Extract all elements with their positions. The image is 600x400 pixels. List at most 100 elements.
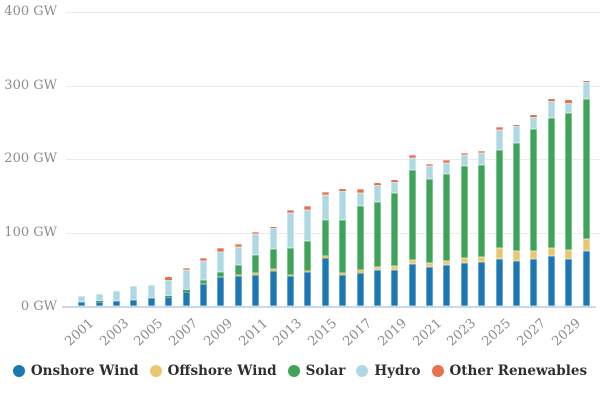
bar-segment-2017-hydro xyxy=(356,193,364,206)
bar-segment-2009-onshore-wind xyxy=(217,277,225,307)
bar-segment-2023-other-renewables xyxy=(460,152,468,156)
bar-segment-2015-other-renewables xyxy=(321,192,329,195)
bar-segment-2028-onshore-wind xyxy=(547,256,555,307)
y-axis-label-100: 100 GW xyxy=(4,224,57,240)
bar-segment-2005-solar xyxy=(147,297,155,299)
bar-2007 xyxy=(182,267,190,307)
bar-segment-2021-solar xyxy=(426,178,434,263)
bar-segment-2008-onshore-wind xyxy=(200,284,208,307)
bar-segment-2029-solar xyxy=(565,112,573,250)
bar-segment-2026-offshore-wind xyxy=(513,251,521,261)
bar-segment-2016-hydro xyxy=(339,191,347,220)
bar-segment-2026-other-renewables xyxy=(513,125,521,127)
bar-segment-2025-hydro xyxy=(495,129,503,151)
bar-segment-2022-onshore-wind xyxy=(443,264,451,307)
bar-segment-2015-offshore-wind xyxy=(321,255,329,258)
bar-segment-2027-onshore-wind xyxy=(530,258,538,307)
bar-segment-2011-other-renewables xyxy=(252,231,260,235)
bar-2016 xyxy=(339,189,347,307)
bar-2019 xyxy=(391,179,399,307)
bar-2024 xyxy=(478,150,486,307)
bar-segment-2013-hydro xyxy=(286,213,294,248)
bar-2026 xyxy=(513,125,521,307)
y-axis-label-0: 0 GW xyxy=(20,298,57,314)
bar-segment-2026-solar xyxy=(513,143,521,252)
bar-segment-2013-other-renewables xyxy=(286,210,294,214)
bar-2010 xyxy=(234,243,242,307)
bar-2003 xyxy=(113,291,121,307)
bar-segment-2027-solar xyxy=(530,129,538,251)
bar-2014 xyxy=(304,206,312,307)
bar-segment-2028-other-renewables xyxy=(547,99,555,102)
bar-segment-2023-hydro xyxy=(460,155,468,167)
bar-segment-2009-other-renewables xyxy=(217,248,225,252)
legend-label: Solar xyxy=(305,363,346,379)
bar-segment-2015-onshore-wind xyxy=(321,257,329,307)
bar-segment-2029-hydro xyxy=(565,102,573,113)
bar-segment-2004-hydro xyxy=(130,285,138,300)
bar-segment-2012-offshore-wind xyxy=(269,269,277,272)
bar-segment-2012-solar xyxy=(269,248,277,270)
bar-2009 xyxy=(217,248,225,307)
bar-segment-2029-other-renewables xyxy=(565,100,573,103)
bar-segment-2001-onshore-wind xyxy=(78,302,86,307)
bar-segment-2020-offshore-wind xyxy=(408,259,416,264)
bar-2006 xyxy=(165,277,173,307)
bar-segment-2009-offshore-wind xyxy=(217,276,225,278)
bar-2001 xyxy=(78,295,86,307)
bar-segment-2014-hydro xyxy=(304,209,312,241)
bar-2005 xyxy=(147,285,155,307)
bar-segment-2007-onshore-wind xyxy=(182,291,190,307)
bar-segment-2020-other-renewables xyxy=(408,154,416,158)
bar-segment-2007-hydro xyxy=(182,270,190,291)
bar-segment-2019-other-renewables xyxy=(391,179,399,182)
bar-segment-2029-offshore-wind xyxy=(565,249,573,259)
bar-segment-2029-onshore-wind xyxy=(565,258,573,307)
bar-segment-2022-solar xyxy=(443,173,451,261)
bar-2028 xyxy=(547,99,555,307)
bar-segment-2018-onshore-wind xyxy=(373,270,381,307)
bar-2030 xyxy=(582,80,590,307)
bar-segment-2014-onshore-wind xyxy=(304,271,312,307)
legend-label: Hydro xyxy=(374,363,421,379)
bar-segment-2007-other-renewables xyxy=(182,267,190,271)
y-axis-label-300: 300 GW xyxy=(4,77,57,93)
bar-segment-2024-offshore-wind xyxy=(478,257,486,263)
legend-item-offshore-wind: Offshore Wind xyxy=(149,363,277,379)
bar-segment-2024-onshore-wind xyxy=(478,262,486,307)
bar-segment-2026-onshore-wind xyxy=(513,260,521,307)
bar-segment-2006-onshore-wind xyxy=(165,296,173,307)
bar-2023 xyxy=(460,152,468,307)
bar-segment-2005-onshore-wind xyxy=(147,298,155,307)
bar-segment-2016-solar xyxy=(339,219,347,273)
bar-segment-2030-onshore-wind xyxy=(582,250,590,307)
bar-segment-2030-other-renewables xyxy=(582,80,590,83)
legend-dot-hydro-icon xyxy=(356,365,369,377)
y-gridline-100 xyxy=(66,232,600,234)
y-axis-label-200: 200 GW xyxy=(4,151,57,167)
bar-segment-2026-hydro xyxy=(513,126,521,144)
bar-segment-2003-hydro xyxy=(113,291,121,301)
chart-legend: Onshore Wind Offshore Wind Solar Hydro Other… xyxy=(0,363,600,379)
bar-segment-2016-other-renewables xyxy=(339,189,347,192)
bar-segment-2010-hydro xyxy=(234,246,242,266)
bar-segment-2020-onshore-wind xyxy=(408,263,416,307)
legend-item-onshore-wind: Onshore Wind xyxy=(12,363,139,379)
bar-segment-2010-other-renewables xyxy=(234,243,242,247)
bar-segment-2013-solar xyxy=(286,248,294,276)
bar-segment-2014-other-renewables xyxy=(304,206,312,210)
bar-segment-2028-solar xyxy=(547,118,555,248)
y-gridline-400 xyxy=(66,12,600,14)
bar-segment-2018-hydro xyxy=(373,185,381,202)
bar-segment-2019-onshore-wind xyxy=(391,269,399,307)
x-axis-line xyxy=(62,306,596,308)
bar-segment-2023-offshore-wind xyxy=(460,258,468,264)
legend-label: Offshore Wind xyxy=(167,363,277,379)
bar-segment-2007-solar xyxy=(182,290,190,292)
legend-label: Onshore Wind xyxy=(30,363,139,379)
bar-segment-2025-offshore-wind xyxy=(495,247,503,259)
bar-2022 xyxy=(443,160,451,307)
bar-2015 xyxy=(321,192,329,307)
y-axis-label-400: 400 GW xyxy=(4,4,57,20)
